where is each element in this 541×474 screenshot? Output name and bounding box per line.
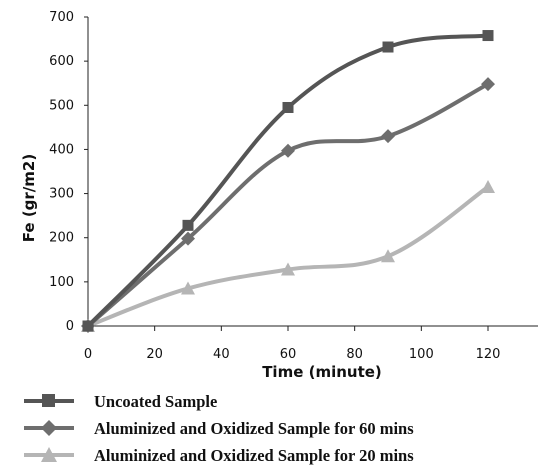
legend-swatch-square	[24, 394, 74, 407]
y-axis-title: Fe (gr/m2)	[20, 154, 38, 242]
legend-label-20-mins: Aluminized and Oxidized Sample for 20 mi…	[94, 446, 414, 465]
data-point-triangle	[481, 179, 495, 193]
legend-label-60-mins: Aluminized and Oxidized Sample for 60 mi…	[94, 419, 414, 438]
x-tick-label: 40	[213, 347, 230, 362]
x-tick-label: 60	[280, 347, 297, 362]
data-point-diamond	[381, 129, 395, 144]
data-point-diamond	[481, 77, 495, 92]
legend-swatch-triangle	[24, 447, 74, 462]
data-point-square	[82, 320, 94, 332]
data-point-triangle	[181, 281, 195, 295]
x-tick-label: 80	[346, 347, 363, 362]
y-tick-label: 300	[49, 187, 74, 202]
data-point-square	[382, 41, 394, 53]
legend-label-uncoated: Uncoated Sample	[94, 392, 218, 411]
series-line	[87, 185, 490, 328]
axes	[87, 17, 538, 327]
y-tick-label: 600	[49, 54, 74, 69]
x-tick-label: 0	[84, 347, 92, 362]
x-tick-label: 120	[476, 347, 501, 362]
series-diamond	[81, 77, 495, 333]
line-chart: 0 100 200 300 400 500 600 700 0 20 40 60 80 100 120 F…	[20, 10, 538, 381]
data-point-diamond	[281, 143, 295, 158]
data-point-diamond	[181, 231, 195, 246]
data-point-triangle	[381, 249, 395, 263]
series-layer	[81, 30, 495, 333]
x-tick-label: 20	[146, 347, 163, 362]
y-tick-label: 100	[49, 275, 74, 290]
data-point-square	[182, 219, 194, 231]
y-tick-label: 500	[49, 98, 74, 113]
y-tick-label: 700	[49, 10, 74, 25]
series-line	[86, 82, 489, 328]
y-tick-label: 200	[49, 231, 74, 246]
y-tick-label: 0	[66, 319, 74, 334]
data-point-square	[282, 101, 294, 113]
data-point-square	[482, 30, 494, 42]
y-tick-label: 400	[49, 142, 74, 157]
legend-swatch-diamond	[24, 420, 74, 436]
x-axis-ticks: 0 20 40 60 80 100 120	[84, 326, 501, 362]
x-tick-label: 100	[409, 347, 434, 362]
series-square	[82, 30, 494, 332]
data-point-triangle	[281, 262, 295, 276]
series-triangle	[81, 179, 495, 332]
y-axis-ticks: 0 100 200 300 400 500 600 700	[49, 10, 88, 334]
x-axis-title: Time (minute)	[262, 363, 382, 381]
series-line	[86, 33, 489, 328]
